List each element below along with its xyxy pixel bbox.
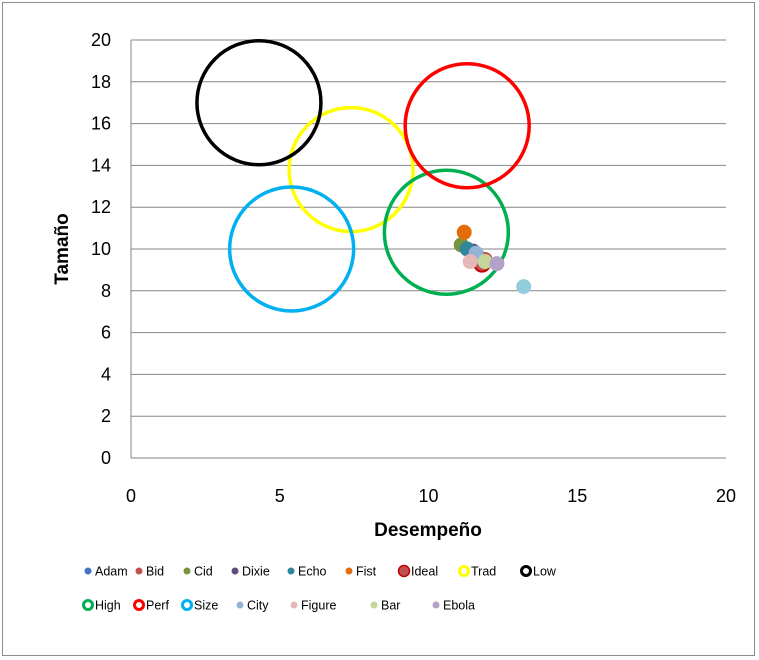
x-tick-label: 15: [567, 486, 587, 506]
bubble-perf: [403, 61, 531, 190]
point-fist: [456, 224, 472, 240]
y-tick-label: 8: [101, 281, 111, 301]
y-tick-label: 18: [91, 72, 111, 92]
legend-label-bid: Bid: [146, 565, 164, 579]
legend-swatch-low: [520, 565, 532, 577]
legend-label-ebola: Ebola: [443, 599, 475, 613]
bubble-high: [382, 168, 511, 297]
legend-swatch-ebola: [432, 601, 440, 609]
y-tick-label: 20: [91, 30, 111, 50]
legend-swatch-fist: [345, 567, 353, 575]
legend-label-trad: Trad: [471, 565, 496, 579]
x-tick-label: 20: [716, 486, 736, 506]
x-axis-title: Desempeño: [374, 520, 482, 541]
legend-label-size: Size: [194, 599, 218, 613]
bubble-low: [195, 38, 323, 167]
x-tick-labels: 0 5 10 15 20: [126, 486, 736, 506]
legend-swatch-bar: [370, 601, 378, 609]
legend-label-adam: Adam: [95, 565, 128, 579]
y-tick-label: 16: [91, 114, 111, 134]
legend-swatch-figure: [290, 601, 298, 609]
x-tick-label: 10: [418, 486, 438, 506]
legend-swatch-bid: [135, 567, 143, 575]
legend-label-echo: Echo: [298, 565, 327, 579]
legend-swatch-adam: [84, 567, 92, 575]
data-marks: [195, 38, 532, 313]
point-figure: [462, 254, 478, 270]
legend-swatch-ideal: [397, 564, 411, 578]
legend-label-city: City: [247, 599, 269, 613]
point-aeeuey: [516, 279, 532, 295]
legend-swatch-echo: [287, 567, 295, 575]
y-tick-label: 10: [91, 239, 111, 259]
y-tick-label: 4: [101, 364, 111, 384]
legend-label-fist: Fist: [356, 565, 377, 579]
point-ebola: [489, 256, 505, 272]
legend-swatch-city: [236, 601, 244, 609]
y-tick-label: 2: [101, 406, 111, 426]
y-tick-label: 14: [91, 155, 111, 175]
y-tick-label: 6: [101, 323, 111, 343]
point-bar: [477, 254, 493, 270]
legend-label-bar: Bar: [381, 599, 400, 613]
legend-swatch-high: [82, 599, 94, 611]
y-tick-labels: 0 2 4 6 8 10 12 14 16 18 20: [91, 30, 111, 468]
y-tick-label: 12: [91, 197, 111, 217]
legend-label-ideal: Ideal: [411, 565, 438, 579]
bubble-trad: [287, 105, 415, 234]
legend-label-low: Low: [533, 565, 557, 579]
legend-label-dixie: Dixie: [242, 565, 270, 579]
legend-swatch-cid: [183, 567, 191, 575]
legend-label-figure: Figure: [301, 599, 336, 613]
x-tick-label: 0: [126, 486, 136, 506]
legend-swatch-perf: [133, 599, 145, 611]
y-tick-label: 0: [101, 448, 111, 468]
legend-swatch-dixie: [231, 567, 239, 575]
y-axis-title: Tamaño: [52, 213, 73, 284]
legend: Adam Bid Cid Dixie Echo Fist Ideal Trad Low High P…: [82, 564, 557, 613]
legend-label-perf: Perf: [146, 599, 169, 613]
gridlines: [130, 39, 726, 459]
legend-label-cid: Cid: [194, 565, 213, 579]
legend-swatch-size: [181, 599, 193, 611]
bubble-size: [227, 185, 356, 313]
legend-label-high: High: [95, 599, 121, 613]
x-tick-label: 5: [275, 486, 285, 506]
legend-swatch-trad: [458, 565, 470, 577]
